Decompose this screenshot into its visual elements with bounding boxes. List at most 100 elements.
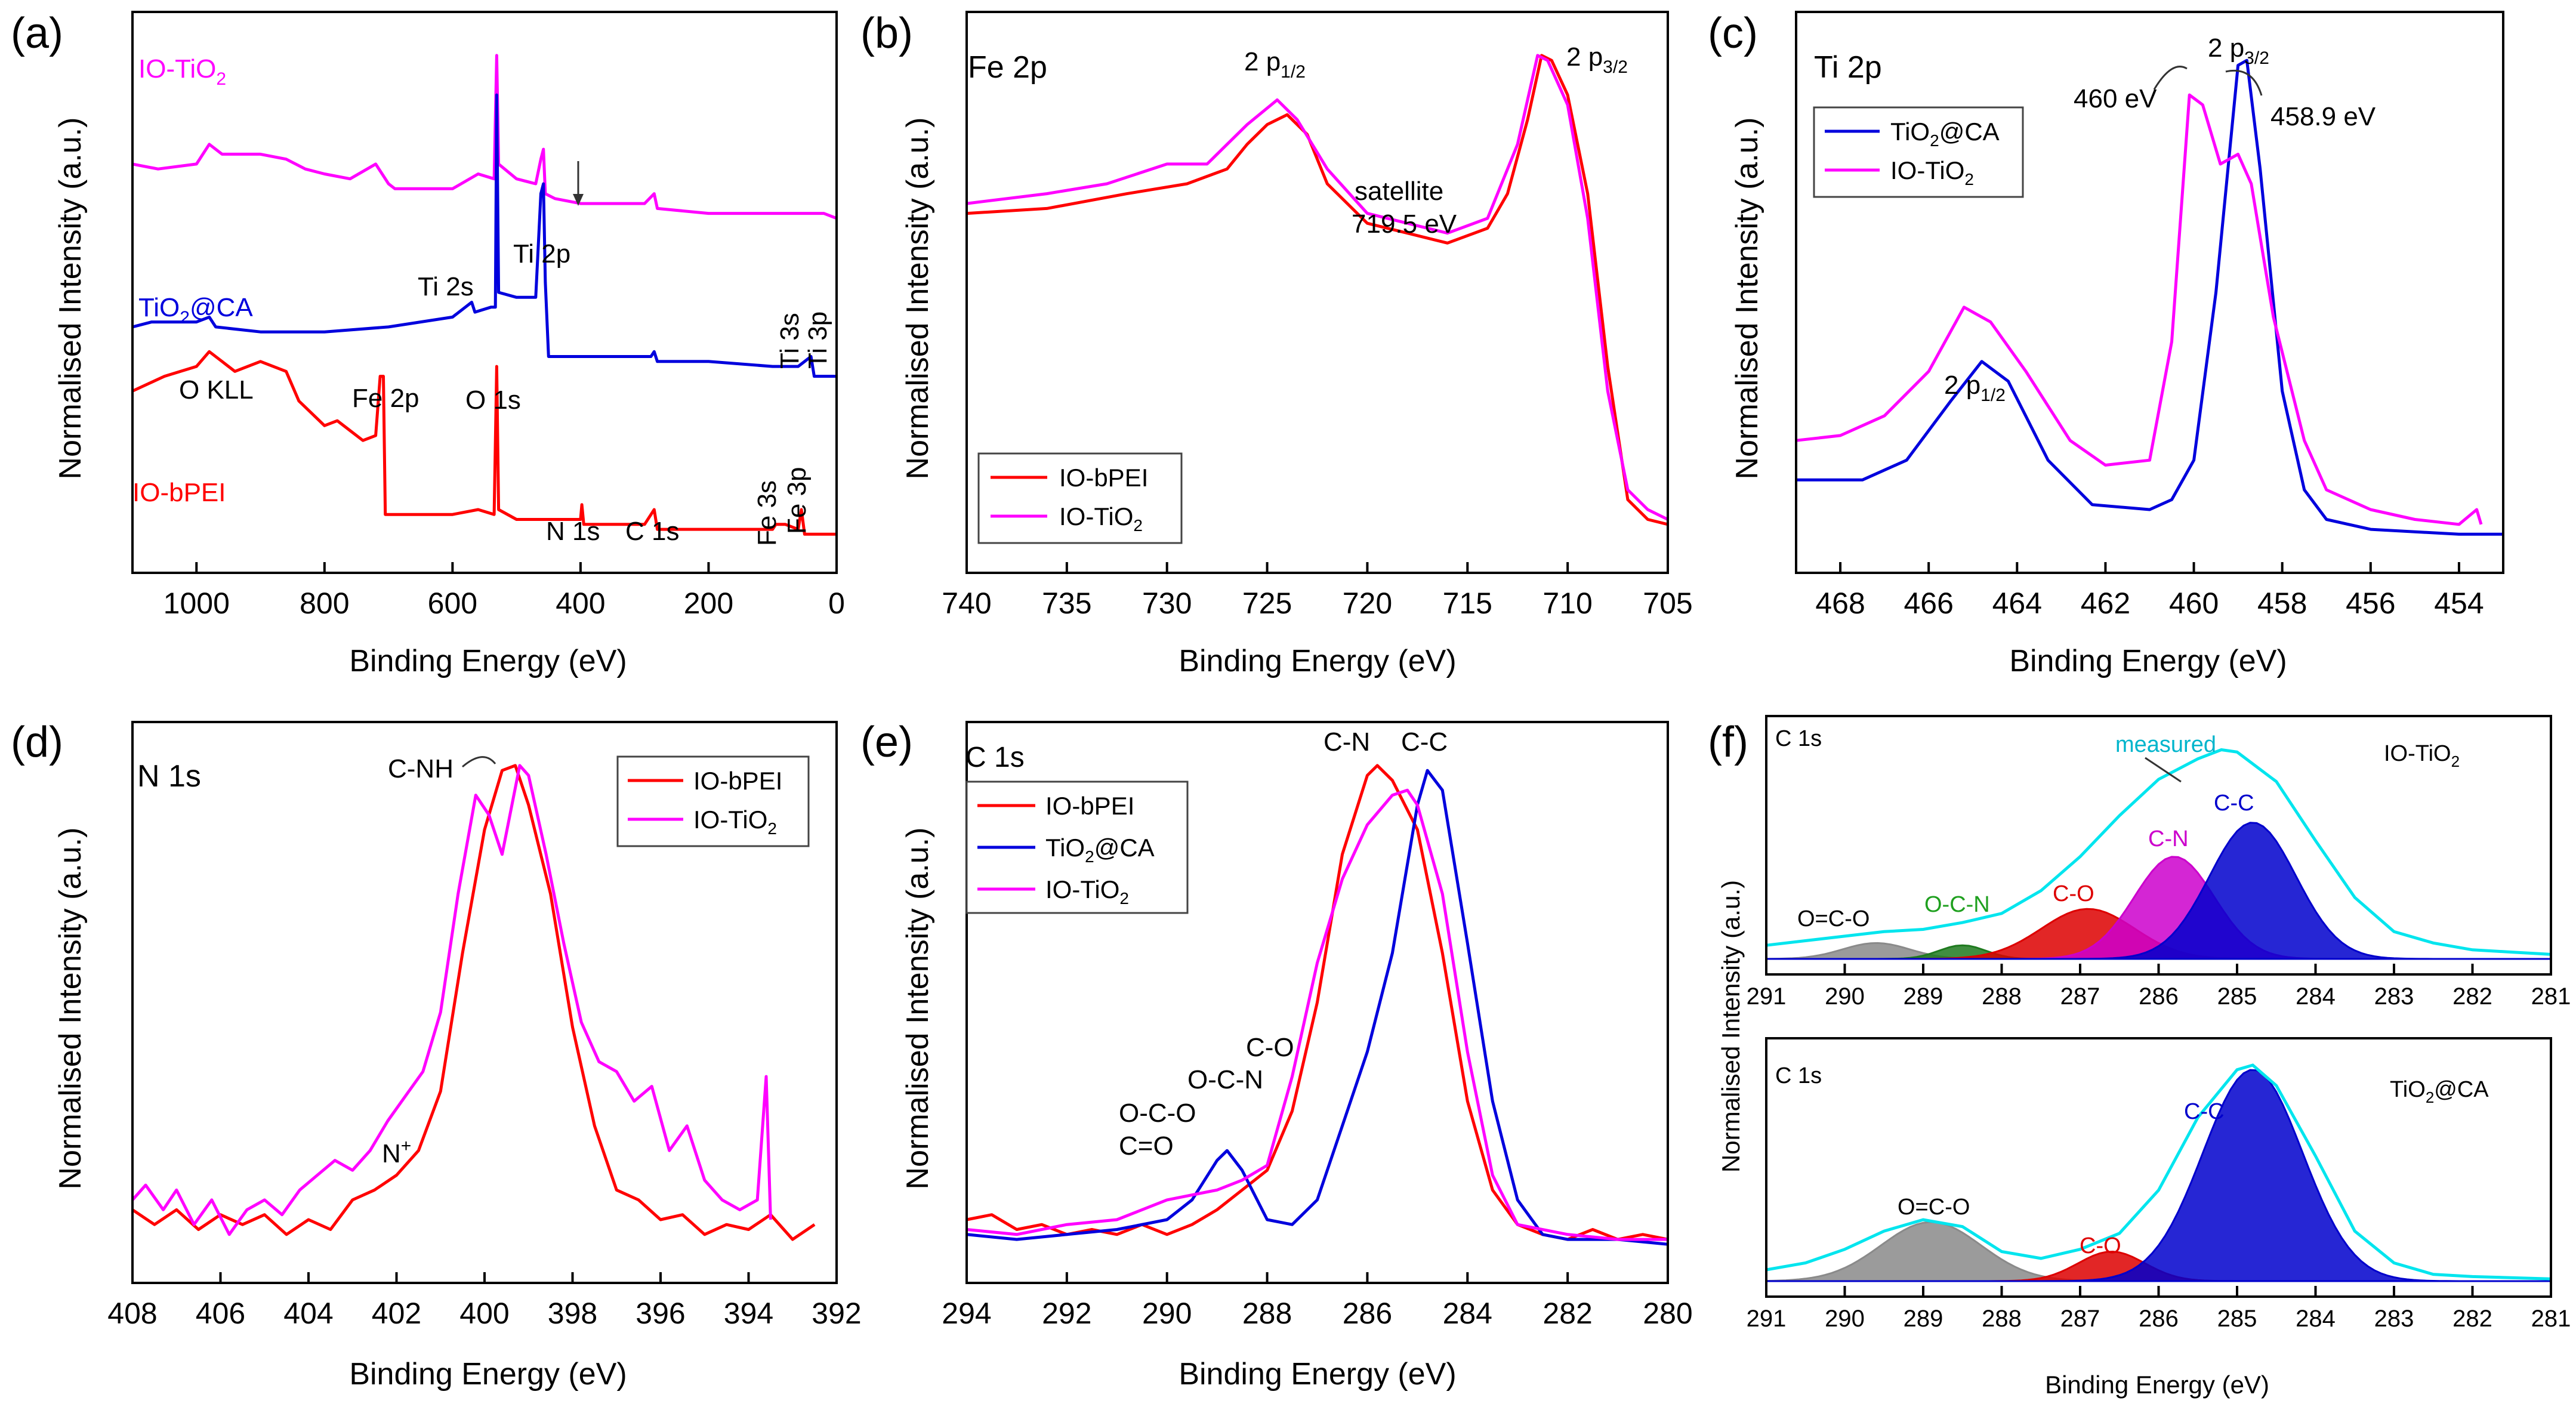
plot-frame	[131, 11, 838, 574]
series-io-bpei	[966, 54, 1668, 526]
x-tick-label: 402	[372, 1297, 421, 1330]
label-co-f1: C-O	[2053, 881, 2094, 906]
plot-frame	[1795, 11, 2504, 574]
chart-panel-7: 291 290 289 288 287 286 285 284 283 282 281 Binding…	[1747, 1037, 2571, 1399]
y-axis-label: Normalised Intensity (a.u.)	[900, 118, 935, 480]
arrowhead-n1s-marker	[573, 194, 584, 206]
x-tick-label: 287	[2060, 1306, 2100, 1332]
legend-b: IO-bPEI IO-TiO2	[977, 452, 1183, 544]
arrow-460ev	[2153, 66, 2188, 90]
x-tick-label: 290	[1142, 1297, 1192, 1330]
panel-a-annotations: IO-TiO2 TiO2@CA IO-bPEI O KLL Fe 2p O 1s…	[132, 54, 832, 546]
label-okll: O KLL	[179, 375, 254, 405]
arrow-measured	[2145, 757, 2182, 783]
label-oco: O-C-O	[1119, 1099, 1196, 1128]
chart-panel-2: 740 735 730 725 720 715 710 705 Binding Energy (…	[900, 11, 1693, 678]
series-measured	[1766, 1063, 2552, 1281]
x-tick-label: 720	[1343, 587, 1392, 620]
x-axis-label: Binding Energy (eV)	[2009, 644, 2287, 678]
label-2p12-ti: 2 p1/2	[1944, 371, 2006, 405]
x-tick-label: 285	[2217, 1306, 2257, 1332]
chart-panel-6: 291 290 289 288 287 286 285 284 283 282 281 Normali…	[1717, 715, 2571, 1173]
x-tick-label: 400	[556, 587, 605, 620]
x-tick-label: 725	[1242, 587, 1292, 620]
x-tick-label: 462	[2081, 587, 2130, 620]
svg-text:IO-TiO2: IO-TiO2	[1045, 875, 1129, 908]
panel-d-annotations: N 1s C-NH N+	[137, 754, 496, 1168]
panel-e-annotations: C 1s C-N C-C C-O O-C-N O-C-O C=O	[965, 727, 1448, 1161]
x-tick-label: 292	[1042, 1297, 1091, 1330]
label-fe2p: Fe 2p	[352, 384, 419, 413]
label-tio2-ca: TiO2@CA	[138, 293, 253, 328]
x-tick-label: 735	[1042, 587, 1091, 620]
label-4589ev: 458.9 eV	[2270, 102, 2376, 131]
panel-b-annotations: Fe 2p 2 p1/2 2 p3/2 satellite 719.5 eV	[968, 42, 1628, 239]
series-io-bpei	[131, 764, 816, 1241]
series-tio2-ca	[966, 769, 1668, 1246]
panel-label-a: (a)	[11, 10, 63, 57]
label-460ev: 460 eV	[2074, 84, 2157, 113]
x-tick-label: 740	[942, 587, 991, 620]
label-n1s: N 1s	[546, 517, 600, 546]
title-c1s-e: C 1s	[965, 742, 1025, 773]
legend-e: IO-bPEI TiO2@CA IO-TiO2	[965, 780, 1189, 914]
x-axis-label: Binding Energy (eV)	[2045, 1371, 2269, 1399]
svg-text:IO-TiO2: IO-TiO2	[693, 806, 777, 838]
label-cn-f1: C-N	[2148, 826, 2189, 851]
x-axis-label: Binding Energy (eV)	[349, 644, 627, 678]
x-tick-label: 458	[2257, 587, 2307, 620]
plot-frame	[965, 11, 1669, 574]
label-measured: measured	[2115, 732, 2216, 757]
panel-f-annotations: C 1s C 1s IO-TiO2 TiO2@CA measured O=C-O…	[1775, 726, 2489, 1258]
x-tick-label: 294	[942, 1297, 991, 1330]
x-tick-label: 1000	[163, 587, 230, 620]
x-tick-label: 396	[635, 1297, 685, 1330]
title-n1s: N 1s	[137, 759, 201, 794]
chart-panel-3: 468 466 464 462 460 458 456 454 Binding Energy (…	[1730, 11, 2504, 678]
x-tick-label: 705	[1643, 587, 1692, 620]
label-c1s: C 1s	[625, 517, 679, 546]
x-tick-label: 456	[2346, 587, 2395, 620]
title-c1s-f2: C 1s	[1775, 1063, 1822, 1088]
x-tick-label: 200	[684, 587, 733, 620]
panel-label-f: (f)	[1708, 718, 1748, 766]
x-tick-label: 284	[2296, 983, 2336, 1010]
series-io-bpei	[131, 350, 837, 536]
x-tick-label: 289	[1904, 983, 1943, 1010]
label-ti2s: Ti 2s	[418, 272, 474, 301]
x-tick-label: 398	[548, 1297, 597, 1330]
x-tick-label: 468	[1815, 587, 1865, 620]
arrow-4589ev	[2225, 69, 2263, 96]
label-satellite-ev: 719.5 eV	[1352, 209, 1457, 239]
label-o1s: O 1s	[465, 385, 521, 415]
svg-text:IO-bPEI: IO-bPEI	[693, 767, 782, 795]
x-tick-label: 394	[724, 1297, 773, 1330]
label-2p12-fe: 2 p1/2	[1244, 47, 1306, 82]
series-io-tio2	[1796, 93, 2483, 526]
series-io-tio2	[131, 764, 772, 1236]
x-tick-label: 400	[459, 1297, 509, 1330]
x-tick-label: 404	[283, 1297, 333, 1330]
label-cc-f2: C-C	[2184, 1099, 2225, 1124]
x-tick-label: 286	[2139, 983, 2179, 1010]
label-ocn-f1: O-C-N	[1924, 892, 1990, 917]
label-ceo: C=O	[1119, 1131, 1174, 1161]
series-tio2-ca	[1796, 58, 2503, 536]
x-tick-label: 283	[2374, 983, 2414, 1010]
label-ti3p: Ti 3p	[803, 311, 832, 369]
label-ocn: O-C-N	[1187, 1065, 1263, 1094]
x-tick-label: 287	[2060, 983, 2100, 1010]
svg-text:TiO2@CA: TiO2@CA	[1890, 118, 2000, 150]
title-fe2p: Fe 2p	[968, 50, 1047, 85]
x-tick-label: 283	[2374, 1306, 2414, 1332]
x-tick-label: 406	[196, 1297, 245, 1330]
panel-label-c: (c)	[1708, 10, 1758, 57]
arrow-cnh	[462, 756, 496, 768]
series-tio2-ca	[132, 93, 837, 378]
y-axis-label: Normalised Intensity (a.u.)	[53, 828, 88, 1190]
x-tick-label: 291	[1747, 1306, 1787, 1332]
x-tick-label: 290	[1825, 1306, 1865, 1332]
x-tick-label: 288	[1242, 1297, 1292, 1330]
chart-panel-4: 408 406 404 402 400 398 396 394 392 Binding Energ…	[53, 721, 862, 1392]
